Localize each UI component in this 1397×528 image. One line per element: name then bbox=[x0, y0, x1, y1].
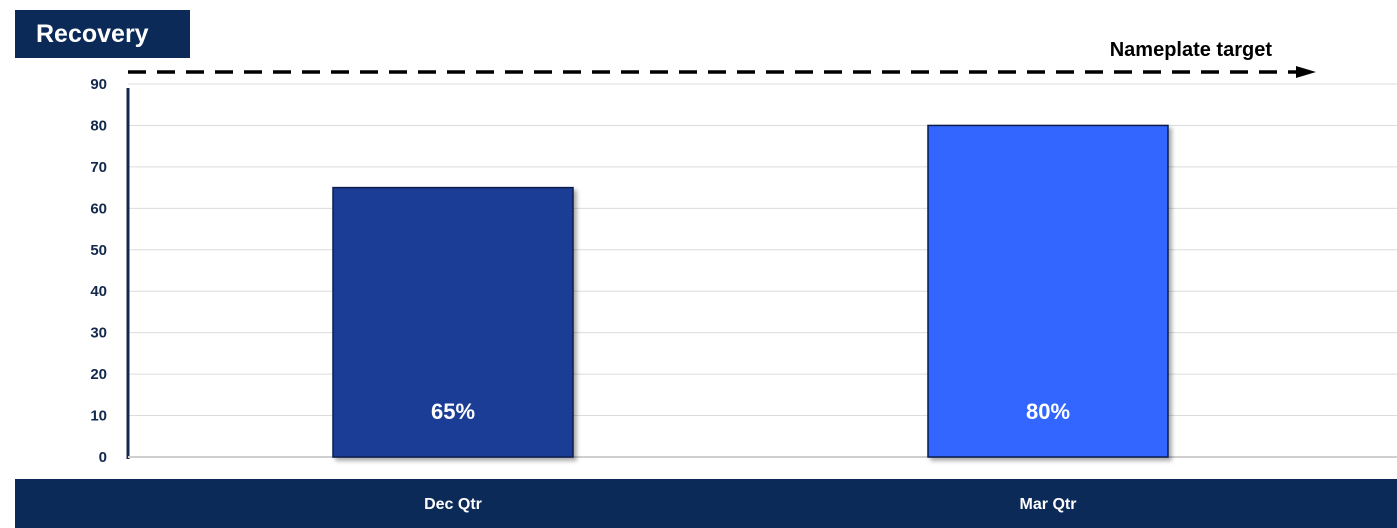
y-tick-label: 70 bbox=[90, 159, 107, 176]
y-tick-label: 20 bbox=[90, 366, 107, 383]
bar-dec-qtr bbox=[332, 186, 574, 458]
bar-mar-qtr bbox=[927, 124, 1169, 458]
bar-data-label: 65% bbox=[431, 399, 475, 424]
category-label: Mar Qtr bbox=[1020, 496, 1077, 513]
chart-title: Recovery bbox=[15, 10, 190, 58]
y-tick-label: 90 bbox=[90, 76, 107, 93]
bar-data-label: 80% bbox=[1026, 399, 1070, 424]
y-tick-label: 30 bbox=[90, 325, 107, 342]
y-tick-label: 80 bbox=[90, 117, 107, 134]
y-tick-label: 50 bbox=[90, 242, 107, 259]
category-band bbox=[15, 479, 1397, 528]
y-tick-label: 60 bbox=[90, 200, 107, 217]
target-arrowhead bbox=[1296, 66, 1316, 78]
category-label: Dec Qtr bbox=[424, 496, 482, 513]
y-tick-label: 10 bbox=[90, 408, 107, 425]
y-tick-label: 40 bbox=[90, 283, 107, 300]
target-label: Nameplate target bbox=[1110, 39, 1273, 61]
y-tick-label: 0 bbox=[99, 449, 107, 466]
